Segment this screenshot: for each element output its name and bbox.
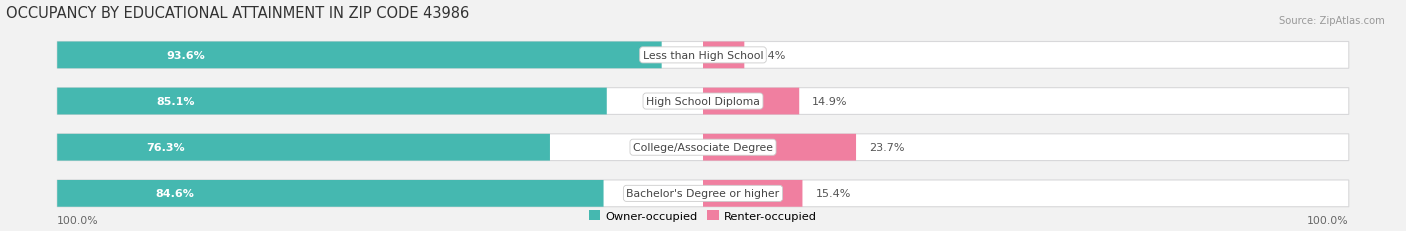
Text: 6.4%: 6.4% xyxy=(758,51,786,61)
Text: 100.0%: 100.0% xyxy=(1308,215,1348,225)
FancyBboxPatch shape xyxy=(58,180,603,207)
Text: Less than High School: Less than High School xyxy=(643,51,763,61)
Text: College/Associate Degree: College/Associate Degree xyxy=(633,143,773,152)
FancyBboxPatch shape xyxy=(58,42,662,69)
FancyBboxPatch shape xyxy=(58,42,1348,69)
Text: 85.1%: 85.1% xyxy=(156,97,194,106)
Legend: Owner-occupied, Renter-occupied: Owner-occupied, Renter-occupied xyxy=(583,206,823,226)
FancyBboxPatch shape xyxy=(58,180,1348,207)
Text: OCCUPANCY BY EDUCATIONAL ATTAINMENT IN ZIP CODE 43986: OCCUPANCY BY EDUCATIONAL ATTAINMENT IN Z… xyxy=(6,6,468,21)
FancyBboxPatch shape xyxy=(58,134,1348,161)
FancyBboxPatch shape xyxy=(703,42,744,69)
Text: 84.6%: 84.6% xyxy=(156,188,194,198)
Text: 100.0%: 100.0% xyxy=(58,215,98,225)
Text: High School Diploma: High School Diploma xyxy=(647,97,759,106)
Text: 23.7%: 23.7% xyxy=(869,143,904,152)
Text: 76.3%: 76.3% xyxy=(146,143,184,152)
FancyBboxPatch shape xyxy=(58,88,1348,115)
Text: 14.9%: 14.9% xyxy=(813,97,848,106)
FancyBboxPatch shape xyxy=(703,134,856,161)
FancyBboxPatch shape xyxy=(703,88,799,115)
FancyBboxPatch shape xyxy=(58,134,550,161)
FancyBboxPatch shape xyxy=(58,88,607,115)
Text: Source: ZipAtlas.com: Source: ZipAtlas.com xyxy=(1279,16,1385,26)
Text: 93.6%: 93.6% xyxy=(166,51,205,61)
Text: Bachelor's Degree or higher: Bachelor's Degree or higher xyxy=(627,188,779,198)
FancyBboxPatch shape xyxy=(703,180,803,207)
Text: 15.4%: 15.4% xyxy=(815,188,851,198)
